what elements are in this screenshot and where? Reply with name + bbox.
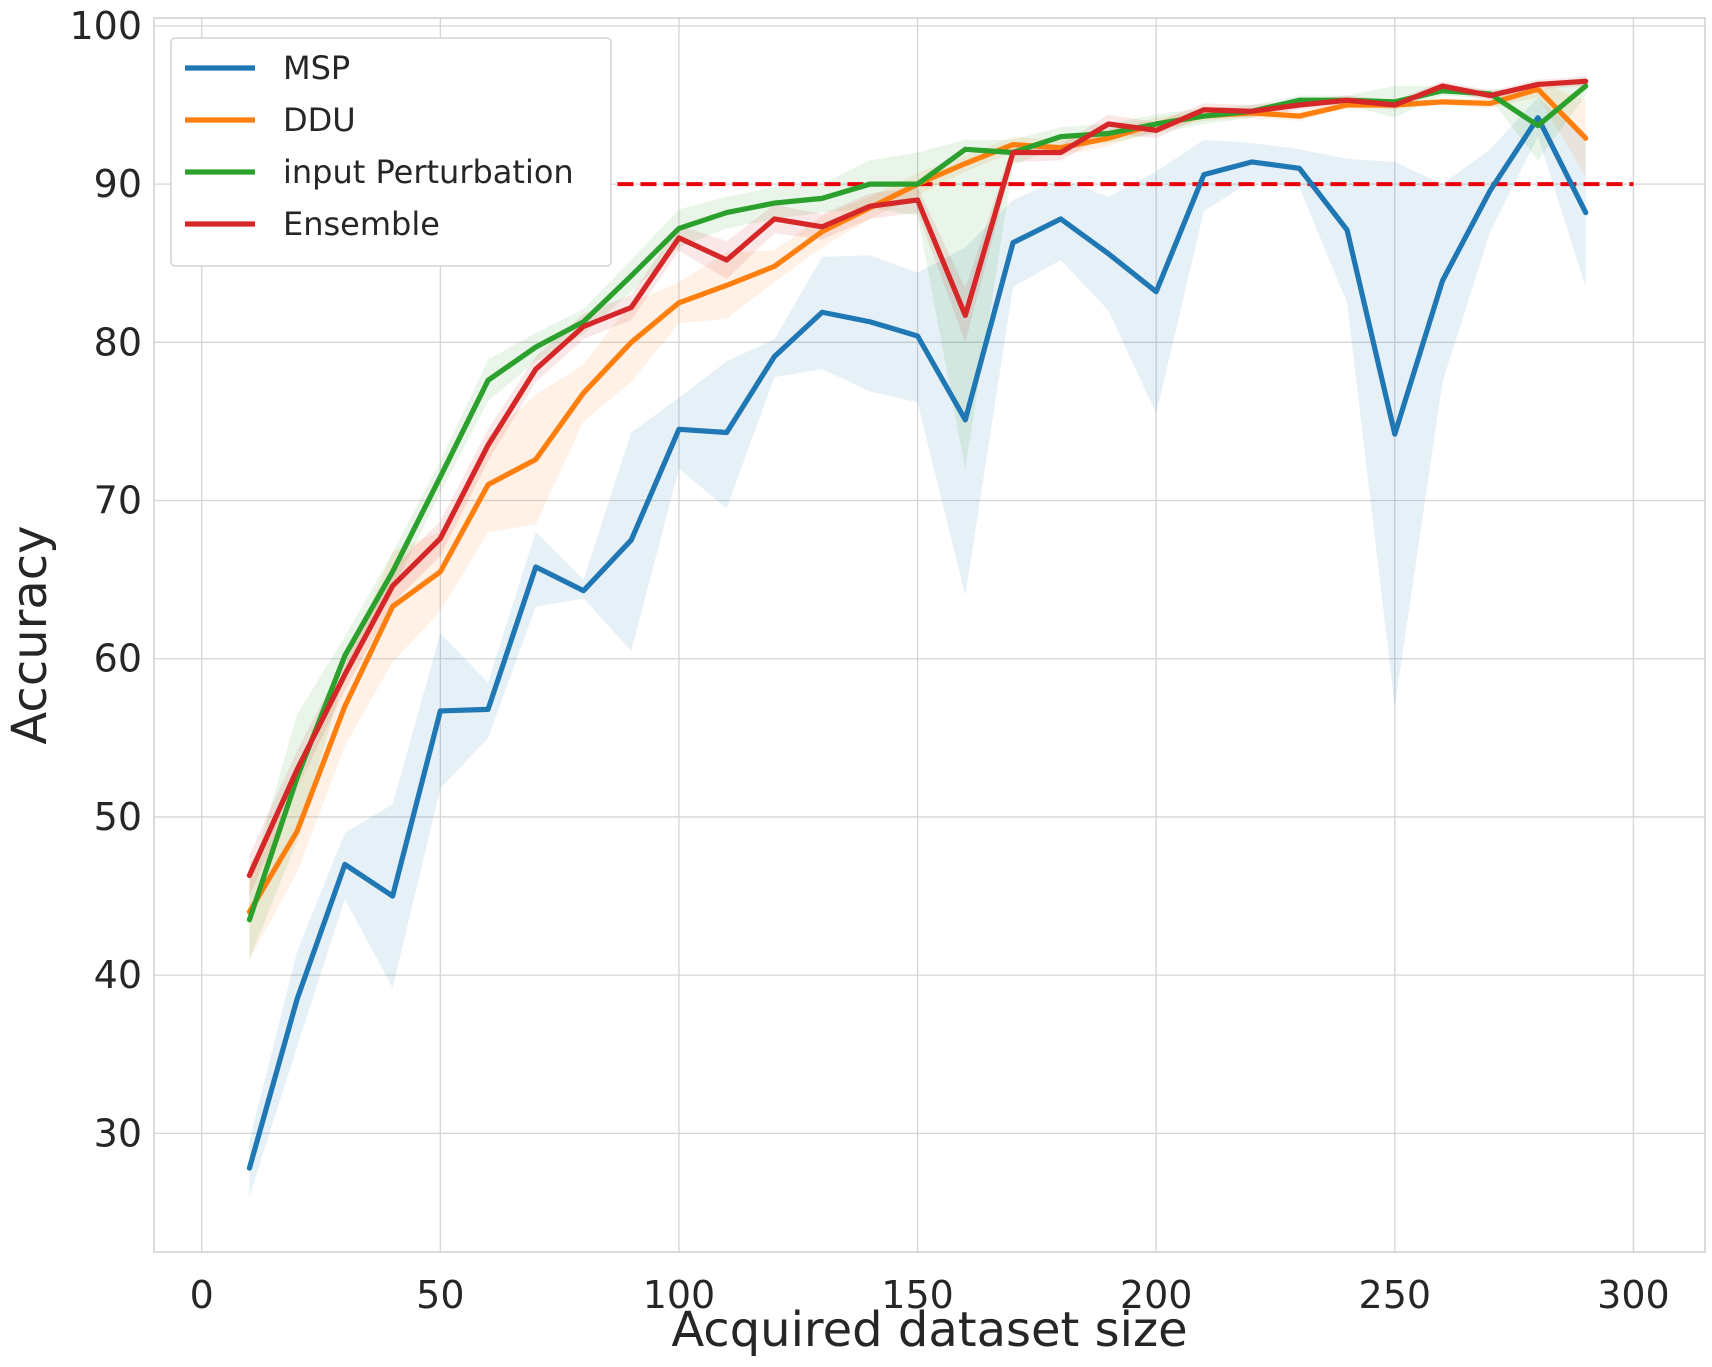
y-tick-label: 30: [94, 1111, 142, 1155]
x-tick-label: 250: [1359, 1273, 1432, 1317]
series-line: [246, 78, 1589, 879]
legend-label: input Perturbation: [283, 153, 574, 191]
y-axis-ticks: 30 40 50 60 70 80 90 100: [69, 4, 142, 1155]
y-tick-label: 40: [94, 953, 142, 997]
confidence-bands: [249, 76, 1586, 1197]
series-line: [246, 115, 1589, 1171]
x-tick-label: 200: [1120, 1273, 1193, 1317]
x-tick-label: 300: [1597, 1273, 1670, 1317]
series-lines: [246, 78, 1589, 1171]
y-axis-label: Accuracy: [2, 525, 58, 744]
legend: MSP DDU input Perturbation Ensemble: [170, 37, 612, 267]
legend-label: Ensemble: [283, 205, 440, 243]
y-tick-label: 50: [94, 795, 142, 839]
x-tick-label: 150: [881, 1273, 954, 1317]
legend-label: MSP: [283, 49, 350, 87]
legend-label: DDU: [283, 101, 356, 139]
y-tick-label: 60: [94, 637, 142, 681]
x-tick-label: 50: [416, 1273, 464, 1317]
x-axis-ticks: 0 50 100 150 200 250 300: [190, 1273, 1670, 1317]
x-tick-label: 100: [643, 1273, 716, 1317]
y-tick-label: 80: [94, 320, 142, 364]
y-tick-label: 90: [94, 162, 142, 206]
legend-box: [170, 37, 612, 267]
y-tick-label: 100: [69, 4, 142, 48]
plot-frame: [153, 17, 1706, 1253]
y-tick-label: 70: [94, 479, 142, 523]
x-tick-label: 0: [190, 1273, 214, 1317]
confidence-band: [249, 97, 1586, 1197]
confidence-band: [249, 81, 1586, 960]
x-axis-label: Acquired dataset size: [671, 1302, 1187, 1358]
